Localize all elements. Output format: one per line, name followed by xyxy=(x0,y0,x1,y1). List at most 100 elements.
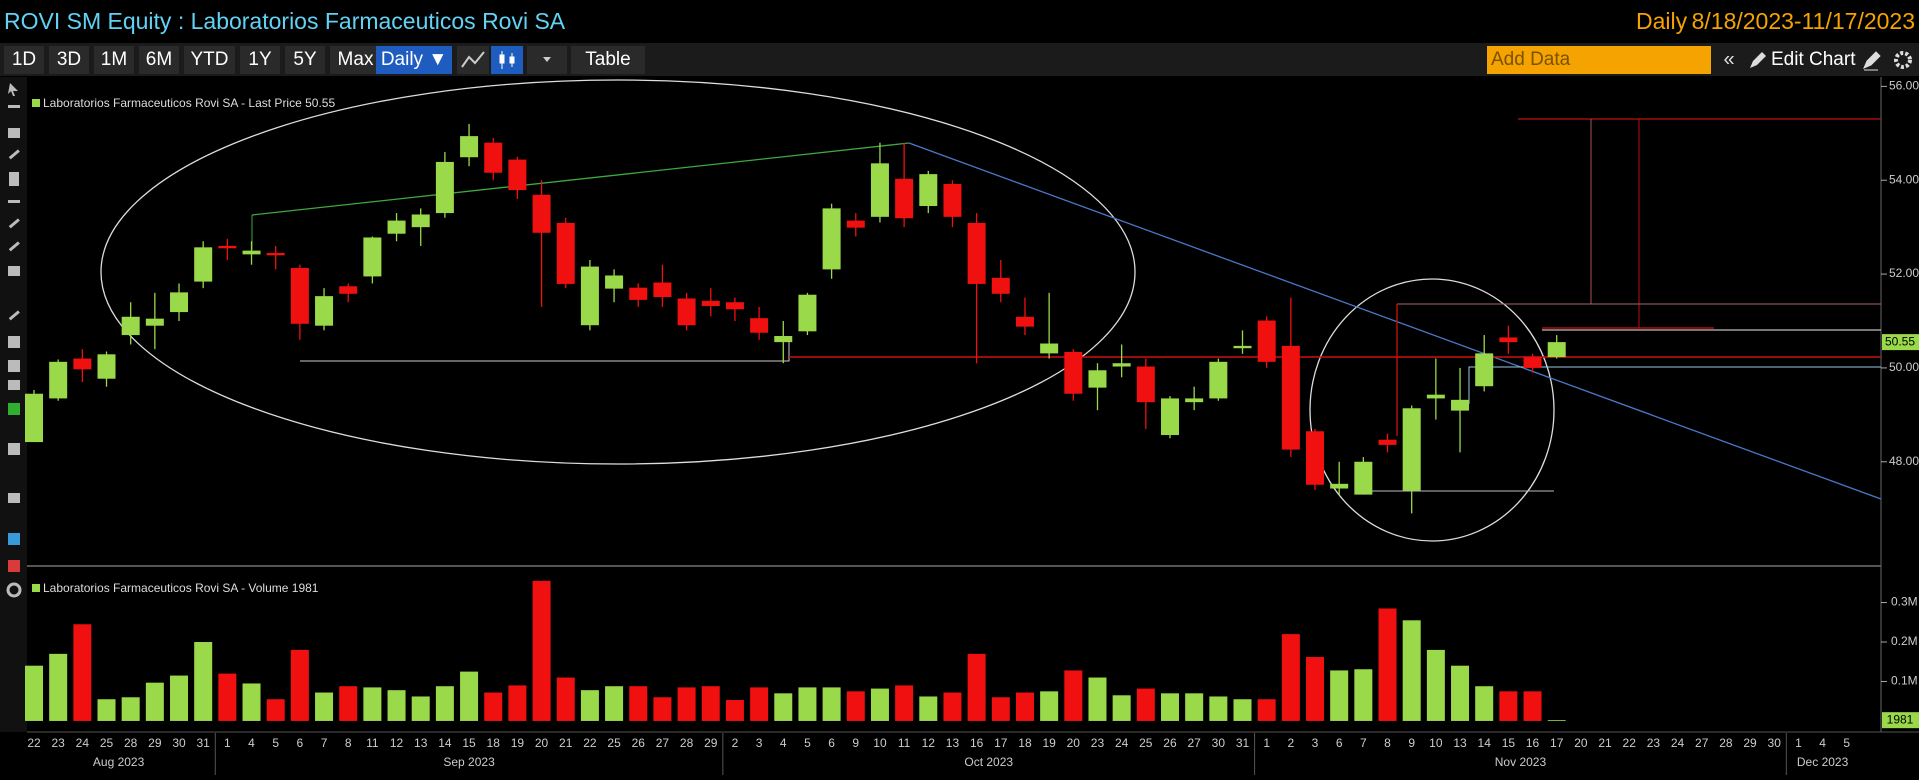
tool-icon[interactable] xyxy=(8,360,20,372)
tool-icon[interactable] xyxy=(8,560,20,572)
draw-icon[interactable] xyxy=(1863,51,1881,71)
tool-icon[interactable] xyxy=(8,128,20,138)
volume-bar xyxy=(991,697,1010,721)
tool-icon[interactable] xyxy=(8,200,20,203)
volume-bar xyxy=(1306,657,1325,721)
tool-icon[interactable] xyxy=(8,380,20,390)
volume-bar xyxy=(846,691,865,721)
x-tick-label: 1 xyxy=(1263,736,1270,750)
x-tick-label: 29 xyxy=(148,736,162,750)
settings-icon[interactable] xyxy=(6,582,22,598)
volume-bar xyxy=(1136,688,1155,721)
range-button-label[interactable]: 5Y xyxy=(293,49,317,70)
tool-icon[interactable] xyxy=(8,336,20,348)
x-tick-label: 31 xyxy=(1236,736,1250,750)
add-data-placeholder[interactable]: Add Data xyxy=(1491,49,1571,70)
frequency-button-label[interactable]: Daily ▼ xyxy=(381,49,447,70)
trend-line xyxy=(251,142,910,216)
range-button-label[interactable]: 1D xyxy=(12,49,36,70)
volume-bar xyxy=(1451,665,1470,721)
volume-bar xyxy=(194,642,213,721)
pointer-tool[interactable] xyxy=(8,83,18,96)
x-tick-label: 3 xyxy=(1312,736,1319,750)
range-button-label[interactable]: YTD xyxy=(191,49,229,70)
x-tick-label: 24 xyxy=(1115,736,1129,750)
x-tick-label: 27 xyxy=(1695,736,1709,750)
candle-chart-button[interactable] xyxy=(491,46,523,74)
candle-body xyxy=(1185,398,1204,403)
range-button[interactable] xyxy=(330,46,381,74)
volume-bar xyxy=(895,685,914,721)
x-tick-label: 4 xyxy=(1819,736,1826,750)
table-button-label[interactable]: Table xyxy=(585,49,630,70)
x-tick-label: 25 xyxy=(1139,736,1153,750)
trend-line xyxy=(908,142,1882,500)
range-button[interactable] xyxy=(94,46,134,74)
x-tick-label: 5 xyxy=(804,736,811,750)
volume-bar xyxy=(25,665,43,721)
volume-bar xyxy=(170,675,189,721)
x-tick-label: 8 xyxy=(1384,736,1391,750)
candle-body xyxy=(1209,361,1228,399)
volume-bar xyxy=(266,699,285,721)
volume-bar xyxy=(315,692,334,721)
candle-body xyxy=(1499,337,1518,343)
edit-icon xyxy=(1750,52,1766,68)
range-button[interactable] xyxy=(184,46,235,74)
range-button-label[interactable]: 3D xyxy=(57,49,81,70)
last-volume-label: 1981 xyxy=(1887,712,1914,726)
collapse-button[interactable]: « xyxy=(1723,48,1734,70)
candle-body xyxy=(629,287,648,300)
candle-body xyxy=(1354,461,1373,495)
tool-icon[interactable] xyxy=(8,493,20,503)
range-button-label[interactable]: 1Y xyxy=(248,49,272,70)
color-tool[interactable] xyxy=(8,403,20,415)
tool-icon[interactable] xyxy=(8,310,20,321)
x-tick-label: 8 xyxy=(345,736,352,750)
candle-body xyxy=(870,163,889,217)
month-label: Aug 2023 xyxy=(93,755,145,769)
candle-body xyxy=(1426,394,1445,399)
settings-icon[interactable] xyxy=(1894,51,1912,69)
candle-body xyxy=(750,318,769,333)
tool-icon[interactable] xyxy=(8,218,20,229)
range-button[interactable] xyxy=(139,46,179,74)
x-tick-label: 6 xyxy=(1336,736,1343,750)
table-button[interactable] xyxy=(571,46,645,74)
level-line xyxy=(1468,366,1881,404)
volume-bar xyxy=(605,686,624,721)
tool-icon[interactable] xyxy=(8,105,20,108)
x-tick-label: 2 xyxy=(1287,736,1294,750)
range-button[interactable] xyxy=(240,46,280,74)
add-data-field[interactable] xyxy=(1487,46,1711,74)
edit-chart-button[interactable]: Edit Chart xyxy=(1771,49,1856,70)
y-tick-label: 56.00 xyxy=(1889,79,1919,93)
frequency-button[interactable] xyxy=(376,46,452,74)
month-label: Nov 2023 xyxy=(1495,755,1547,769)
tool-icon[interactable] xyxy=(8,533,20,545)
range-button[interactable] xyxy=(4,46,44,74)
range-button-label[interactable]: 1M xyxy=(101,49,127,70)
tool-icon[interactable] xyxy=(8,443,20,455)
tool-icon[interactable] xyxy=(8,149,20,160)
range-button-label[interactable]: 6M xyxy=(146,49,172,70)
candle-body xyxy=(556,222,575,284)
range-button[interactable] xyxy=(49,46,89,74)
x-tick-label: 12 xyxy=(922,736,936,750)
x-tick-label: 16 xyxy=(1526,736,1540,750)
candle-body xyxy=(411,214,430,228)
x-tick-label: 19 xyxy=(511,736,525,750)
candle-body xyxy=(1040,343,1059,354)
tool-icon[interactable] xyxy=(8,241,20,252)
volume-bar xyxy=(1015,692,1034,721)
range-button[interactable] xyxy=(285,46,325,74)
candle-body xyxy=(605,275,624,289)
range-button-label[interactable]: Max xyxy=(338,49,374,70)
tool-icon[interactable] xyxy=(9,172,19,186)
x-tick-label: 16 xyxy=(970,736,984,750)
tool-icon[interactable] xyxy=(8,266,20,276)
volume-bar xyxy=(1475,686,1494,721)
x-tick-label: 21 xyxy=(559,736,573,750)
